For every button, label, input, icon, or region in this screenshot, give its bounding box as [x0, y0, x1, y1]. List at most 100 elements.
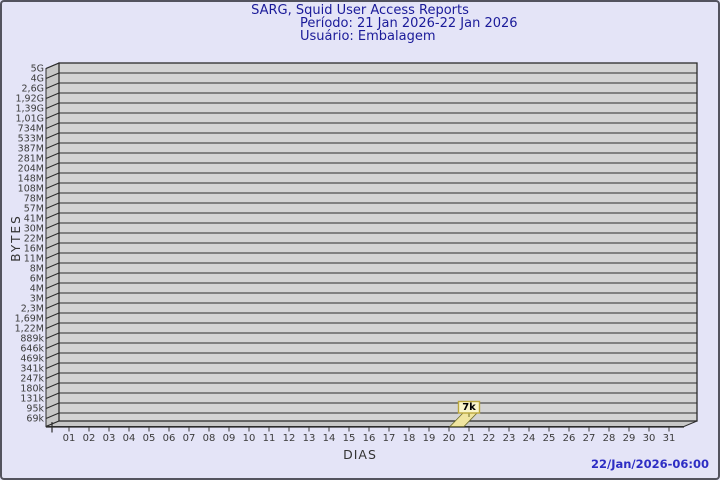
- y-tick-connector: [45, 412, 60, 419]
- x-tick-label: 14: [323, 433, 336, 444]
- y-tick-label: 30M: [24, 224, 44, 235]
- y-tick-connector: [45, 132, 60, 139]
- x-tick-label: 07: [183, 433, 196, 444]
- x-tick-label: 15: [343, 433, 356, 444]
- y-tick-label: 148M: [18, 174, 44, 185]
- y-tick-label: 2,6G: [22, 84, 44, 95]
- x-tick-label: 11: [263, 433, 276, 444]
- y-tick-connector: [45, 112, 60, 119]
- x-tick-label: 25: [543, 433, 556, 444]
- y-tick-label: 204M: [18, 164, 44, 175]
- x-tick-label: 12: [283, 433, 296, 444]
- x-tick-label: 28: [603, 433, 616, 444]
- y-tick-connector: [45, 62, 60, 69]
- y-tick-connector: [45, 372, 60, 379]
- y-tick-label: 1,92G: [15, 94, 44, 105]
- y-tick-label: 8M: [30, 264, 44, 275]
- y-tick-label: 2,3M: [21, 304, 44, 315]
- x-tick-label: 10: [243, 433, 256, 444]
- x-tick-label: 19: [423, 433, 436, 444]
- y-tick-connector: [45, 342, 60, 349]
- y-tick-label: 387M: [18, 144, 44, 155]
- y-tick-label: 4G: [31, 74, 44, 85]
- y-tick-label: 469k: [20, 354, 44, 365]
- y-tick-connector: [45, 362, 60, 369]
- x-tick-label: 26: [563, 433, 576, 444]
- y-tick-label: 341k: [20, 364, 44, 375]
- y-tick-connector: [45, 282, 60, 289]
- chart-subtitle-user: Usuário: Embalagem: [300, 29, 436, 44]
- x-axis-title: DIAS: [343, 447, 377, 462]
- x-tick-label: 02: [83, 433, 96, 444]
- y-tick-connector: [45, 402, 60, 409]
- x-tick-label: 06: [163, 433, 176, 444]
- x-tick-label: 04: [123, 433, 136, 444]
- y-tick-label: 69k: [26, 414, 44, 425]
- y-tick-connector: [45, 142, 60, 149]
- x-tick-label: 27: [583, 433, 596, 444]
- y-tick-label: 131k: [20, 394, 44, 405]
- y-tick-label: 1,39G: [15, 104, 44, 115]
- y-tick-label: 734M: [18, 124, 44, 135]
- y-tick-connector: [45, 262, 60, 269]
- plot-floor: [45, 420, 698, 427]
- y-tick-connector: [45, 322, 60, 329]
- y-tick-label: 247k: [20, 374, 44, 385]
- y-tick-label: 5G: [31, 64, 44, 75]
- y-tick-label: 78M: [24, 194, 44, 205]
- plot-face: [58, 62, 698, 422]
- y-tick-connector: [45, 292, 60, 299]
- y-tick-connector: [45, 382, 60, 389]
- y-tick-connector: [45, 92, 60, 99]
- y-tick-connector: [45, 122, 60, 129]
- y-tick-label: 22M: [24, 234, 44, 245]
- x-tick-label: 22: [483, 433, 496, 444]
- y-tick-label: 11M: [24, 254, 44, 265]
- y-tick-connector: [45, 242, 60, 249]
- x-tick-label: 20: [443, 433, 456, 444]
- x-tick-label: 18: [403, 433, 416, 444]
- y-tick-label: 3M: [30, 294, 44, 305]
- x-tick-label: 29: [623, 433, 636, 444]
- y-tick-connector: [45, 212, 60, 219]
- y-tick-label: 1,69M: [15, 314, 44, 325]
- y-tick-connector: [45, 302, 60, 309]
- y-tick-label: 646k: [20, 344, 44, 355]
- chart-subtitle-period: Período: 21 Jan 2026-22 Jan 2026: [300, 16, 518, 31]
- y-tick-connector: [45, 192, 60, 199]
- y-tick-connector: [45, 72, 60, 79]
- y-tick-connector: [45, 172, 60, 179]
- y-tick-connector: [45, 332, 60, 339]
- y-tick-label: 1,22M: [15, 324, 44, 335]
- y-tick-connector: [45, 252, 60, 259]
- x-tick-label: 09: [223, 433, 236, 444]
- x-tick-label: 08: [203, 433, 216, 444]
- y-tick-label: 180k: [20, 384, 44, 395]
- report-timestamp: 22/Jan/2026-06:00: [590, 457, 709, 471]
- y-tick-label: 108M: [18, 184, 44, 195]
- y-tick-connector: [45, 222, 60, 229]
- x-tick-label: 05: [143, 433, 156, 444]
- x-tick-label: 16: [363, 433, 376, 444]
- y-tick-label: 57M: [24, 204, 44, 215]
- x-tick-label: 24: [523, 433, 536, 444]
- y-tick-label: 95k: [26, 404, 44, 415]
- y-tick-connector: [45, 352, 60, 359]
- bar-value-label: 7k: [462, 402, 476, 413]
- y-tick-connector: [45, 202, 60, 209]
- y-tick-connector: [45, 182, 60, 189]
- y-tick-connector: [45, 162, 60, 169]
- y-tick-label: 1,01G: [15, 114, 44, 125]
- y-tick-connector: [45, 392, 60, 399]
- x-tick-label: 17: [383, 433, 396, 444]
- y-tick-label: 16M: [24, 244, 44, 255]
- x-tick-label: 13: [303, 433, 316, 444]
- y-tick-connector: [45, 312, 60, 319]
- x-tick-label: 03: [103, 433, 116, 444]
- x-tick-label: 21: [463, 433, 476, 444]
- y-tick-label: 281M: [18, 154, 44, 165]
- x-tick-label: 31: [663, 433, 676, 444]
- y-tick-label: 533M: [18, 134, 44, 145]
